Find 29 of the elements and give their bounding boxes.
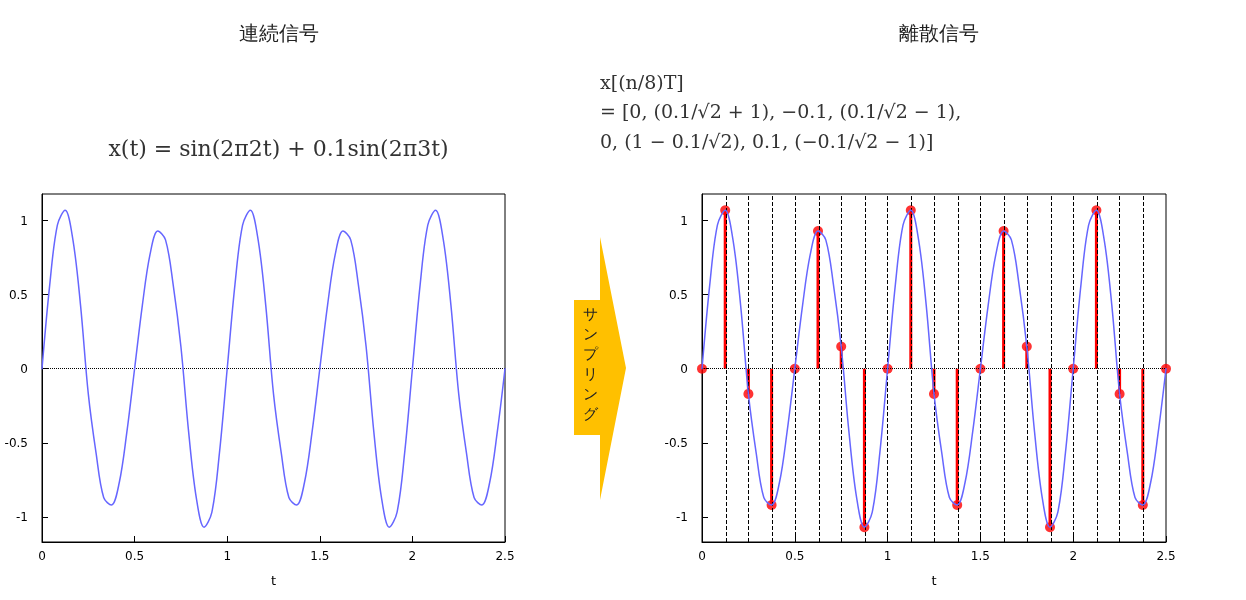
x-tick-label: 2.5 (1156, 549, 1176, 563)
x-tick-label: 0 (38, 549, 46, 563)
chart-subtitle: x[(n/8)T] = [0, (0.1/√2 + 1), −0.1, (0.1/√2 − 1), 0, (1 − 0.1/√2), 0.1, (−0.1/√2 − 1)] (600, 70, 962, 152)
chart-title: 離散信号 (899, 21, 979, 45)
y-tick-label: 1 (20, 213, 28, 228)
text: サンプリング (582, 304, 598, 424)
x-axis-title: t (270, 573, 277, 588)
x-tick-label: 1 (223, 549, 232, 563)
x-tick-label: 1 (883, 549, 892, 563)
x-tick-label: 2.5 (495, 549, 515, 563)
x-axis-title: t (931, 573, 937, 588)
y-tick-label: 0 (20, 361, 28, 376)
y-tick-label: -0.5 (664, 435, 688, 450)
x-tick-label: 0 (698, 549, 706, 563)
chart-title: 連続信号 (238, 21, 319, 45)
x-tick-label: 0.5 (785, 549, 805, 563)
x-tick-label: 2 (408, 549, 417, 563)
y-tick-label: 1 (680, 213, 688, 228)
chart-subtitle: x(t) = sin(2π2t) + 0.1sin(2π3t) (108, 135, 449, 161)
y-tick-label: -0.5 (4, 435, 28, 450)
x-tick-label: 0.5 (125, 549, 145, 563)
y-tick-label: 0 (680, 361, 688, 376)
x-tick-label: 1.5 (310, 549, 330, 563)
y-tick-label: -1 (16, 509, 28, 524)
x-tick-label: 2 (1069, 549, 1078, 563)
y-tick-label: 0.5 (668, 287, 688, 302)
x-tick-label: 1.5 (970, 549, 990, 563)
y-tick-label: 0.5 (8, 287, 28, 302)
y-tick-label: -1 (676, 509, 688, 524)
